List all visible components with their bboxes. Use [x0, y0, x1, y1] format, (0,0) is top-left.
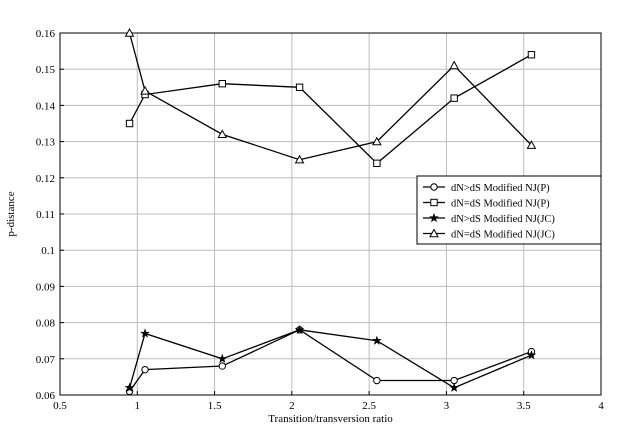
data-point-star	[124, 382, 135, 392]
data-point-circle	[373, 376, 381, 385]
data-point-star	[526, 350, 537, 360]
legend-marker-square	[430, 198, 438, 207]
series-3	[124, 324, 537, 392]
legend-item: dN=dS Modified NJ(P)	[423, 199, 550, 210]
data-point-square	[527, 51, 536, 59]
x-tick-label: 1.5	[208, 400, 222, 412]
legend: dN>dS Modified NJ(P) dN=dS Modified NJ(P)…	[416, 175, 602, 245]
data-point-square	[125, 119, 134, 128]
legend-label: dN=dS Modified NJ(P)	[451, 199, 550, 210]
data-point-triangle	[449, 60, 460, 70]
data-point-star	[140, 328, 150, 338]
series-4	[124, 27, 537, 164]
legend-marker-star	[429, 212, 439, 223]
data-point-star	[372, 335, 382, 345]
legend-item: dN>dS Modified NJ(P)	[423, 183, 550, 194]
y-tick-label: 0.08	[36, 318, 56, 330]
y-tick-label: 0.11	[36, 209, 55, 221]
data-point-square	[373, 159, 381, 168]
data-point-star	[217, 353, 228, 363]
data-point-square	[295, 83, 304, 91]
data-point-square	[218, 79, 227, 88]
data-point-triangle	[372, 136, 382, 146]
legend-marker-triangle	[429, 228, 439, 238]
series-line	[128, 54, 532, 165]
x-tick-label: 3.5	[517, 400, 531, 412]
x-tick-label: 4	[598, 400, 604, 412]
y-tick-label: 0.09	[36, 281, 56, 293]
y-axis-label: p-distance	[5, 191, 17, 236]
legend-label: dN>dS Modified NJ(P)	[451, 183, 550, 194]
x-tick-label: 2.5	[362, 400, 376, 412]
series-line	[129, 329, 532, 392]
series-layer	[124, 27, 537, 396]
data-point-star	[294, 324, 305, 334]
y-tick-label: 0.15	[36, 64, 56, 76]
y-tick-label: 0.06	[36, 390, 56, 402]
data-point-triangle	[140, 85, 150, 95]
legend-item: dN>dS Modified NJ(JC)	[423, 212, 555, 225]
x-axis-label: Transition/transversion ratio	[268, 413, 393, 425]
y-tick-label: 0.14	[36, 100, 56, 112]
data-point-square	[450, 94, 458, 102]
x-tick-label: 3	[444, 400, 450, 412]
y-tick-label: 0.07	[36, 354, 56, 366]
x-tick-label: 2	[289, 400, 295, 412]
data-point-triangle	[526, 140, 537, 149]
data-point-triangle	[217, 129, 228, 139]
y-tick-label: 0.1	[41, 245, 55, 257]
legend-marker-circle	[430, 183, 438, 191]
legend-item: dN=dS Modified NJ(JC)	[423, 228, 555, 241]
legend-label: dN=dS Modified NJ(JC)	[451, 230, 555, 241]
data-point-triangle	[294, 154, 305, 164]
y-tick-label: 0.16	[36, 28, 56, 40]
data-point-star	[449, 382, 460, 392]
y-tick-label: 0.13	[36, 137, 56, 149]
data-point-circle	[141, 365, 149, 374]
legend-box	[416, 175, 602, 245]
legend-label: dN>dS Modified NJ(JC)	[451, 214, 555, 225]
y-axis-ticks: 0.06 0.07 0.08 0.09 0.1 0.11 0.12 0.13 0.14 0.15 0…	[36, 28, 64, 402]
series-line	[128, 32, 532, 161]
y-tick-label: 0.12	[36, 173, 55, 185]
x-axis-ticks: 0.5 1 1.5 2 2.5 3 3.5 4	[53, 391, 604, 412]
x-tick-label: 0.5	[53, 400, 67, 412]
series-1	[125, 326, 536, 396]
data-point-triangle	[124, 27, 135, 37]
data-point-circle	[218, 362, 227, 370]
x-tick-label: 1	[135, 400, 141, 412]
